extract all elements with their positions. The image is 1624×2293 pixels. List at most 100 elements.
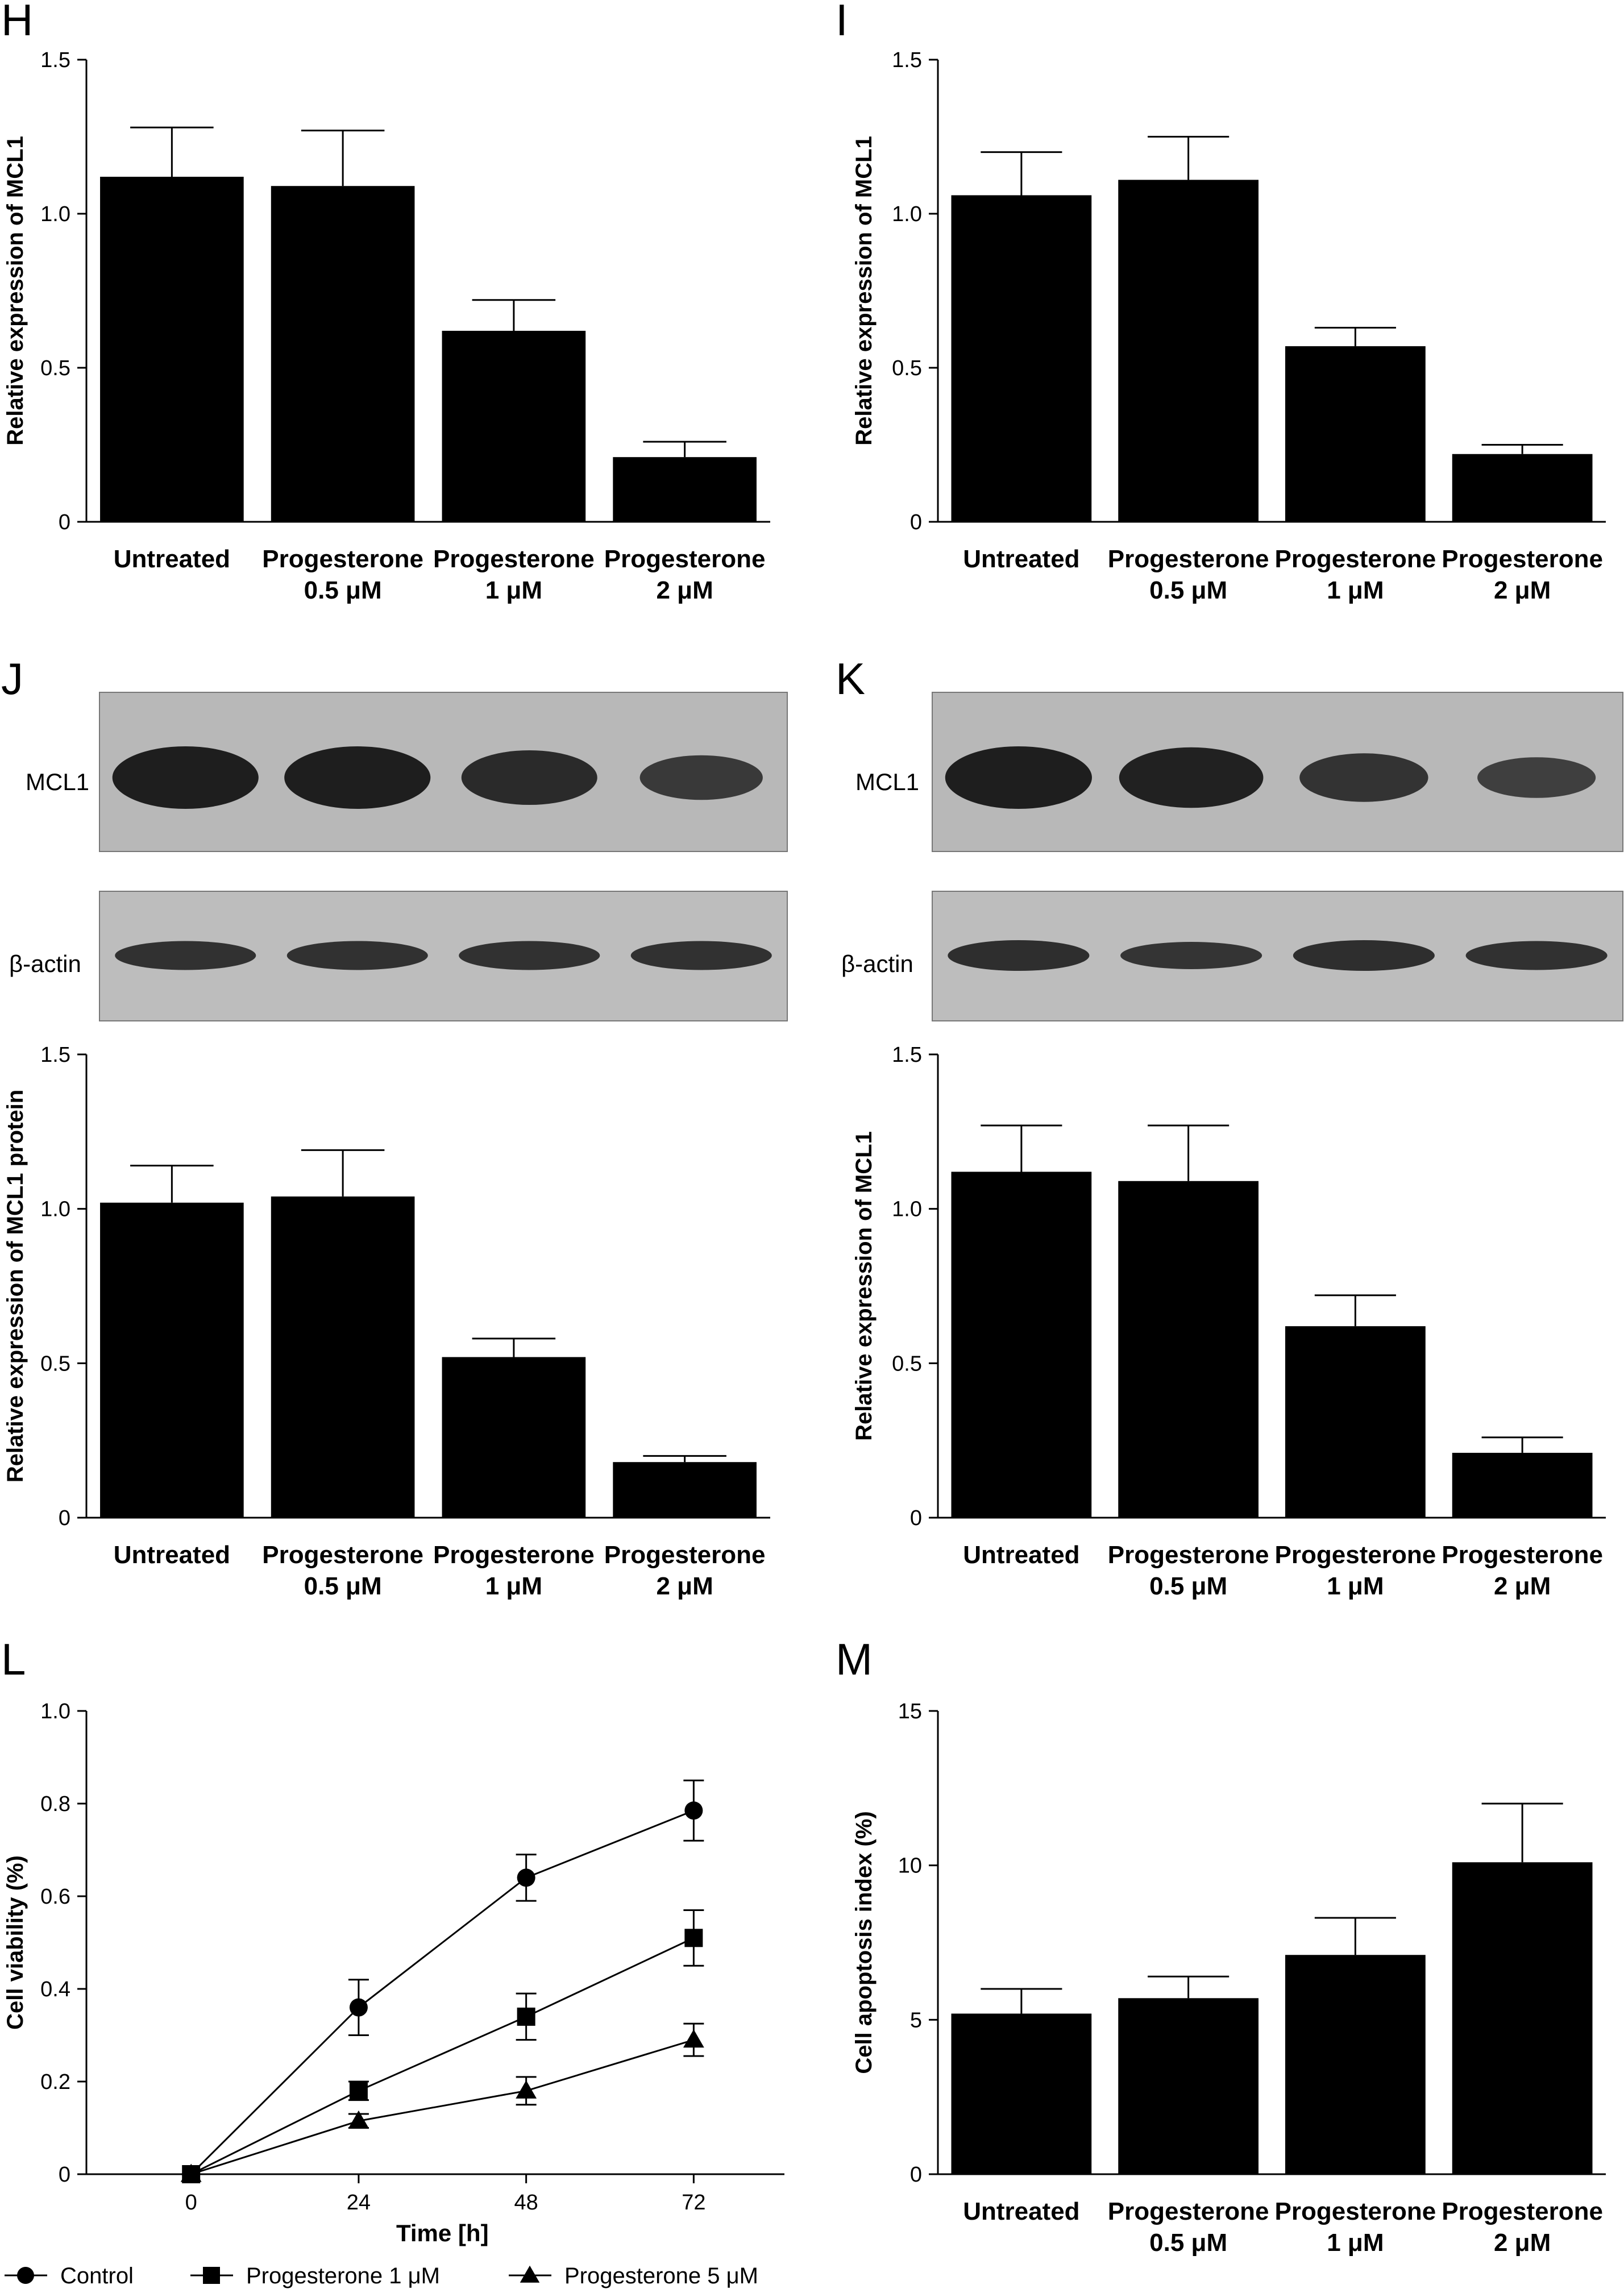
k-bar [951,1172,1092,1518]
l-data-point [683,2029,704,2048]
l-legend-label: Progesterone 5 μM [564,2263,758,2288]
k-category-label: Progesterone [1442,1541,1603,1569]
i-category-label: 0.5 μM [1149,576,1227,604]
i-category-label: Progesterone [1442,545,1603,573]
m-category-label: 2 μM [1494,2229,1551,2257]
l-legend-marker [520,2265,540,2283]
i-ytick-label: 0.5 [892,356,922,380]
j-category-label: Progesterone [262,1541,423,1569]
k-ytick-label: 1.5 [892,1043,922,1067]
l-series-line [190,1937,694,2175]
l-data-point [349,1998,368,2017]
chart-h-svg: 0 0.5 1.0 1.5 Relative expression of MCL1 Unt… [3,48,770,604]
j-mcl1-band [112,746,259,809]
m-category-label: 0.5 μM [1149,2229,1227,2257]
l-data-point [349,2082,368,2100]
i-ytick-label: 0 [910,510,922,534]
l-xtick-label: 0 [185,2191,197,2215]
blot-j-actin-label: β-actin [9,950,81,977]
k-ytick-label: 0.5 [892,1352,922,1376]
h-ytick-label: 1.0 [40,202,70,226]
l-xtick-label: 24 [347,2191,371,2215]
h-category-label: Progesterone [433,545,595,573]
k-y-axis-title: Relative expression of MCL1 [852,1131,877,1441]
panel-letter-k: K [836,654,866,704]
k-actin-band [1465,941,1608,970]
chart-j-svg: 0 0.5 1.0 1.5 Relative expression of MCL1 pr… [3,1043,770,1600]
h-ytick-label: 0.5 [40,356,70,380]
j-bar [100,1202,244,1518]
m-bar [1452,1862,1593,2174]
i-category-label: 2 μM [1494,576,1551,604]
j-category-label: Untreated [114,1541,230,1569]
blot-j [99,692,788,1022]
chart-i: 0 0.5 1.0 1.5 Relative expression of MCL1 Unt… [833,0,1624,637]
h-category-label: Progesterone [262,545,423,573]
blot-k [932,692,1623,1022]
j-ytick-label: 1.0 [40,1198,70,1222]
j-mcl1-band [639,755,763,800]
l-series-line [190,1809,694,2175]
chart-m-svg: 0 5 10 15 Cell apoptosis index (%) Untreated P… [852,1700,1606,2257]
h-category-label: Progesterone [604,545,766,573]
k-bar [1452,1452,1593,1518]
h-category-label: Untreated [114,545,230,573]
l-ytick-label: 0.8 [40,1792,70,1816]
k-bar [1285,1326,1426,1518]
m-ytick-label: 5 [910,2008,922,2032]
m-category-label: 1 μM [1327,2229,1384,2257]
j-actin-band [630,941,772,970]
k-actin-band [948,940,1090,971]
m-category-label: Untreated [963,2198,1079,2225]
i-category-label: Progesterone [1275,545,1436,573]
h-bar [442,330,586,522]
k-mcl1-band [1477,757,1596,798]
j-ytick-label: 0.5 [40,1352,70,1376]
m-category-label: Progesterone [1108,2198,1269,2225]
k-ytick-label: 1.0 [892,1198,922,1222]
l-ytick-label: 0.2 [40,2070,70,2094]
panel-letter-i: I [836,0,848,45]
panel-letter-h: H [1,0,34,45]
l-x-axis-title: Time [h] [396,2220,489,2246]
l-ytick-label: 0.4 [40,1978,70,2001]
j-y-axis-title: Relative expression of MCL1 protein [3,1090,28,1482]
k-actin-band [1293,940,1435,971]
l-data-point [517,1868,535,1887]
k-category-label: Progesterone [1275,1541,1436,1569]
l-series-line [190,2039,694,2175]
j-actin-band [115,941,256,970]
j-actin-band [286,941,428,970]
k-category-label: Untreated [963,1541,1079,1569]
blot-k-mcl1-label: MCL1 [855,769,920,795]
m-ytick-label: 15 [898,1700,922,1723]
chart-k-svg: 0 0.5 1.0 1.5 Relative expression of MCL1 Unt… [852,1043,1606,1600]
j-bar [613,1462,757,1518]
l-data-point [684,1801,703,1820]
m-bar [1118,1998,1259,2174]
blot-j-svg [99,692,788,1021]
chart-h: 0 0.5 1.0 1.5 Relative expression of MCL1 Unt… [0,0,807,637]
l-xtick-label: 72 [682,2191,705,2215]
j-category-label: Progesterone [433,1541,595,1569]
h-bar [100,176,244,522]
j-category-label: 2 μM [656,1572,713,1600]
k-category-label: 2 μM [1494,1572,1551,1600]
m-y-axis-title: Cell apoptosis index (%) [852,1811,877,2074]
l-data-point [180,2163,202,2182]
i-category-label: 1 μM [1327,576,1384,604]
h-ytick-label: 1.5 [40,48,70,72]
l-ytick-label: 0 [59,2163,70,2187]
l-data-point [348,2110,369,2129]
panel-letter-j: J [1,654,23,704]
i-category-label: Progesterone [1108,545,1269,573]
j-category-label: Progesterone [604,1541,766,1569]
j-category-label: 0.5 μM [304,1572,382,1600]
l-ytick-label: 0.6 [40,1885,70,1909]
j-bar [271,1196,415,1518]
k-mcl1-band [1119,747,1264,808]
l-legend-label: Control [60,2263,134,2288]
l-legend-marker [203,2267,220,2284]
j-mcl1-band [461,750,597,805]
m-bar [951,2013,1092,2174]
